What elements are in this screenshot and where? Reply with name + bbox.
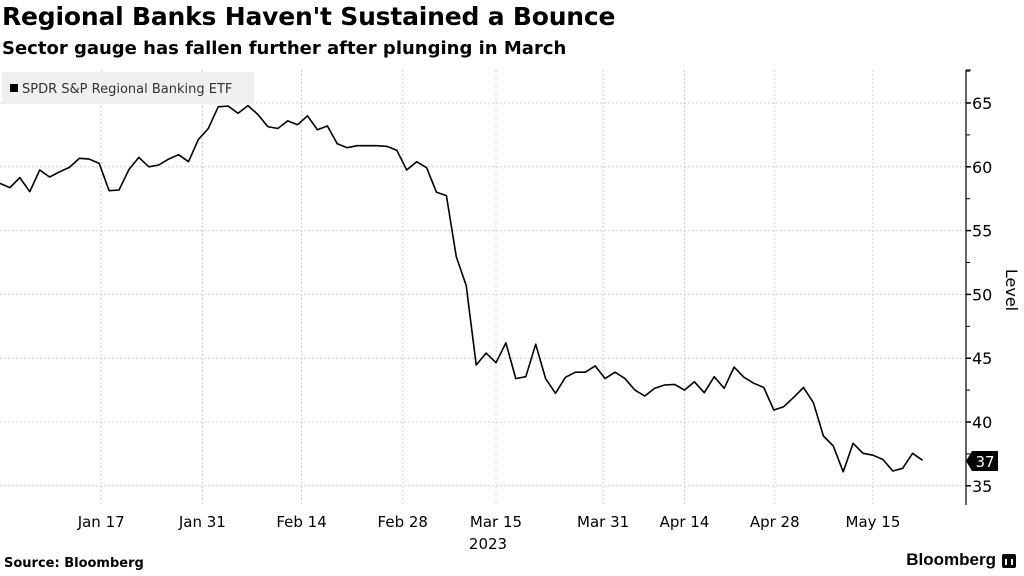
- series-line: [0, 104, 924, 473]
- legend-swatch: [10, 84, 18, 92]
- gridlines: [0, 70, 966, 505]
- y-tick-label: 40: [972, 413, 992, 432]
- y-tick-label: 60: [972, 158, 992, 177]
- x-tick-label: Apr 14: [660, 513, 710, 531]
- y-tick-label: 55: [972, 222, 992, 241]
- y-tick-label: 65: [972, 94, 992, 113]
- x-year-label: 2023: [469, 535, 507, 553]
- y-axis-label: Level: [1002, 269, 1021, 311]
- y-tick-label: 45: [972, 349, 992, 368]
- legend: SPDR S&P Regional Banking ETF: [2, 72, 254, 104]
- x-tick-label: Mar 15: [470, 513, 522, 531]
- chart-title: Regional Banks Haven't Sustained a Bounc…: [2, 2, 616, 31]
- x-tick-label: Feb 14: [276, 513, 326, 531]
- last-value-tag: [966, 451, 998, 471]
- last-value-label: 37: [975, 453, 994, 471]
- x-axis: Jan 17 Jan 31 Feb 14 Feb 28 Mar 15 2023 Mar 31…: [77, 513, 901, 553]
- bloomberg-logo: Bloomberg: [906, 550, 996, 569]
- source-note: Source: Bloomberg: [4, 556, 144, 571]
- chart-subtitle: Sector gauge has fallen further after pl…: [2, 38, 567, 59]
- y-tick-label: 50: [972, 285, 992, 304]
- x-tick-label: May 15: [846, 513, 901, 531]
- y-axis: 35 40 45 50 55 60 65: [965, 69, 992, 505]
- bloomberg-chart-icon: [1002, 554, 1016, 568]
- y-tick-label: 35: [972, 477, 992, 496]
- last-value-marker: 37: [966, 451, 998, 471]
- x-tick-label: Jan 31: [178, 513, 226, 531]
- x-tick-label: Apr 28: [750, 513, 800, 531]
- legend-background: [2, 72, 254, 104]
- x-tick-label: Jan 17: [77, 513, 125, 531]
- x-tick-label: Mar 31: [577, 513, 629, 531]
- legend-label: SPDR S&P Regional Banking ETF: [22, 82, 232, 97]
- x-tick-label: Feb 28: [378, 513, 428, 531]
